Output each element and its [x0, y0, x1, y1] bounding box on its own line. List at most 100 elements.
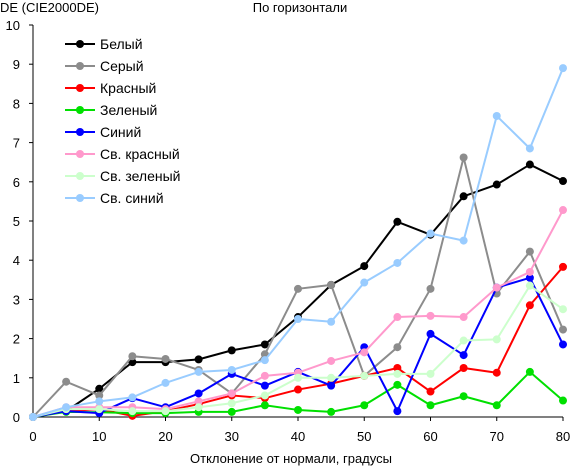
- series-7-point-15: [525, 144, 534, 153]
- legend-marker-0: [76, 40, 84, 48]
- series-3-point-13: [459, 392, 468, 401]
- series-6-point-6: [227, 399, 236, 408]
- series-5-point-15: [525, 267, 534, 276]
- series-0-point-16: [559, 177, 567, 186]
- y-tick-label-6: 6: [13, 175, 20, 190]
- legend: Белый Серый Красный Зеленый Синий Св. красный…: [65, 36, 180, 206]
- series-3-point-14: [492, 401, 501, 410]
- legend-label-0: Белый: [100, 36, 143, 52]
- series-7-point-5: [194, 367, 203, 376]
- series-5-point-6: [227, 389, 236, 398]
- series-7-point-2: [95, 397, 104, 406]
- legend-item-3: Зеленый: [65, 102, 157, 118]
- series-6-point-4: [161, 407, 170, 416]
- series-4-point-5: [194, 389, 203, 398]
- series-1-point-9: [327, 280, 336, 289]
- series-6-point-9: [327, 373, 336, 382]
- series-0-point-10: [360, 262, 369, 271]
- series-3-point-10: [360, 401, 369, 410]
- x-tick-label-6: 60: [423, 429, 437, 444]
- series-4-point-12: [426, 329, 435, 338]
- legend-item-7: Св. синий: [65, 190, 164, 206]
- legend-label-5: Св. красный: [100, 146, 180, 162]
- series-0-point-15: [525, 160, 534, 169]
- series-2-point-14: [492, 368, 501, 377]
- legend-item-1: Серый: [65, 58, 144, 74]
- legend-item-4: Синий: [65, 124, 141, 140]
- series-1-point-11: [393, 343, 402, 352]
- series-1-point-12: [426, 284, 435, 293]
- y-tick-label-7: 7: [13, 136, 20, 151]
- series-7-point-11: [393, 258, 402, 267]
- series-6-point-15: [525, 281, 534, 290]
- legend-item-5: Св. красный: [65, 146, 180, 162]
- legend-item-2: Красный: [65, 80, 156, 96]
- series-4-point-16: [559, 340, 567, 349]
- series-2-point-13: [459, 364, 468, 372]
- series-0-point-2: [95, 384, 104, 393]
- series-1-point-1: [62, 377, 71, 386]
- series-7-point-0: [29, 413, 37, 421]
- x-axis-label: Отклонение от нормали, градусы: [190, 451, 392, 466]
- series-4-point-13: [459, 351, 468, 360]
- series-2-point-8: [294, 385, 302, 394]
- legend-marker-1: [76, 62, 84, 70]
- series-2-point-11: [393, 364, 402, 372]
- y-tick-label-1: 1: [13, 371, 20, 386]
- series-3-point-16: [559, 396, 567, 405]
- series-line-6: [32, 284, 564, 418]
- legend-label-7: Св. синий: [100, 190, 164, 206]
- series-1-point-16: [559, 325, 567, 334]
- chart-title: По горизонтали: [253, 0, 347, 15]
- legend-label-1: Серый: [100, 58, 144, 74]
- series-1-point-13: [459, 153, 468, 162]
- legend-label-2: Красный: [100, 80, 156, 96]
- series-5-point-5: [194, 397, 203, 406]
- legend-label-4: Синий: [100, 124, 141, 140]
- series-5-point-16: [559, 206, 567, 215]
- series-5-point-7: [260, 371, 269, 380]
- series-7-point-4: [161, 378, 170, 387]
- series-3-point-11: [393, 380, 402, 389]
- legend-marker-7: [76, 194, 84, 202]
- x-tick-label-0: 0: [29, 429, 36, 444]
- legend-label-6: Св. зеленый: [100, 168, 180, 184]
- legend-marker-3: [76, 106, 84, 114]
- y-tick-label-8: 8: [13, 96, 20, 111]
- legend-label-3: Зеленый: [100, 102, 157, 118]
- x-tick-label-4: 40: [291, 429, 305, 444]
- legend-marker-2: [76, 84, 84, 92]
- series-3-point-7: [260, 401, 269, 410]
- series-5-point-9: [327, 356, 336, 365]
- x-tick-label-5: 50: [357, 429, 371, 444]
- legend-marker-5: [76, 150, 84, 158]
- y-tick-label-10: 10: [6, 18, 20, 33]
- series-5-point-14: [492, 283, 501, 292]
- series-6-point-14: [492, 335, 501, 344]
- series-6-point-8: [294, 373, 302, 382]
- x-tick-label-3: 30: [225, 429, 239, 444]
- series-6-point-12: [426, 369, 435, 378]
- x-tick-label-8: 80: [556, 429, 570, 444]
- series-7-point-12: [426, 229, 435, 238]
- series-3-point-6: [227, 407, 236, 416]
- y-tick-label-9: 9: [13, 57, 20, 72]
- series-2-point-12: [426, 387, 435, 396]
- series-5-point-12: [426, 311, 435, 320]
- series-0-point-11: [393, 217, 402, 226]
- series-1-point-3: [128, 352, 137, 361]
- legend-item-6: Св. зеленый: [65, 168, 180, 184]
- series-1-point-15: [525, 247, 534, 256]
- legend-item-0: Белый: [65, 36, 143, 52]
- series-7-point-16: [559, 64, 567, 73]
- series-5-point-11: [393, 313, 402, 322]
- series-0-point-5: [194, 355, 203, 364]
- series-6-point-13: [459, 336, 468, 345]
- series-7-point-1: [62, 403, 71, 412]
- x-tick-label-1: 10: [92, 429, 106, 444]
- y-tick-label-5: 5: [13, 214, 20, 229]
- series-6-point-2: [95, 405, 104, 414]
- y-tick-label-0: 0: [13, 410, 20, 425]
- series-6-point-16: [559, 305, 567, 314]
- series-6-point-10: [360, 371, 369, 380]
